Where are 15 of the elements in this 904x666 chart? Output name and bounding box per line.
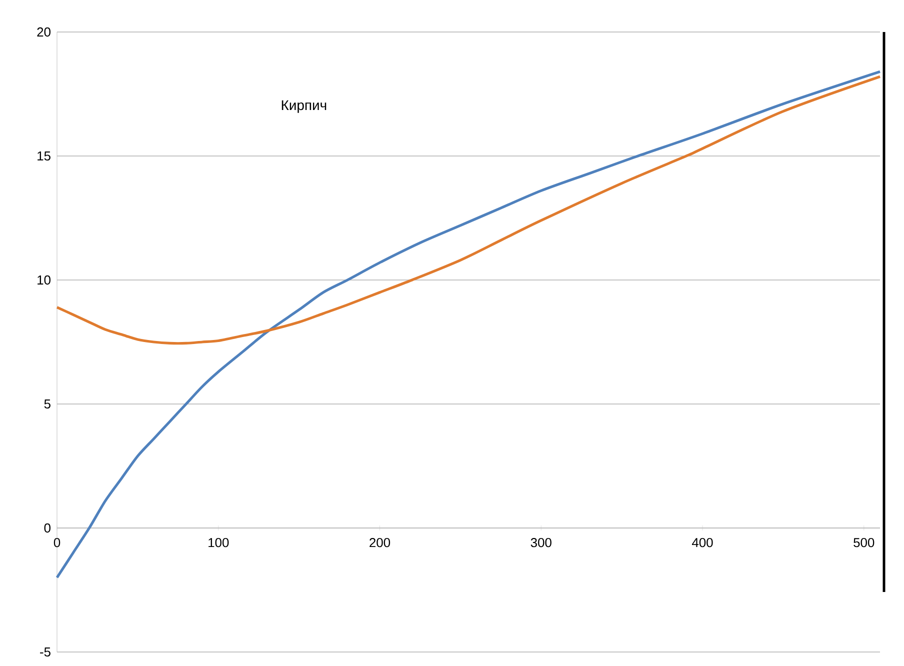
x-tick-label: 0 bbox=[54, 538, 60, 548]
y-tick-label: 5 bbox=[44, 399, 50, 408]
text: Кирпич bbox=[282, 100, 326, 113]
y-tick-label: 10 bbox=[38, 275, 50, 285]
line-series bbox=[56, 70, 882, 579]
x-tick-label: 300 bbox=[530, 538, 552, 548]
y-tick-label: -5 bbox=[40, 647, 50, 656]
y-tick-label: 20 bbox=[37, 27, 50, 37]
line-series bbox=[56, 75, 882, 345]
x-tick-label: 400 bbox=[692, 538, 713, 548]
x-tick-label: 500 bbox=[854, 538, 874, 548]
x-tick-label: 200 bbox=[370, 538, 390, 548]
y-tick-label: 15 bbox=[38, 151, 50, 160]
y-tick-label: 0 bbox=[44, 523, 50, 533]
x-tick-label: 100 bbox=[208, 538, 229, 548]
